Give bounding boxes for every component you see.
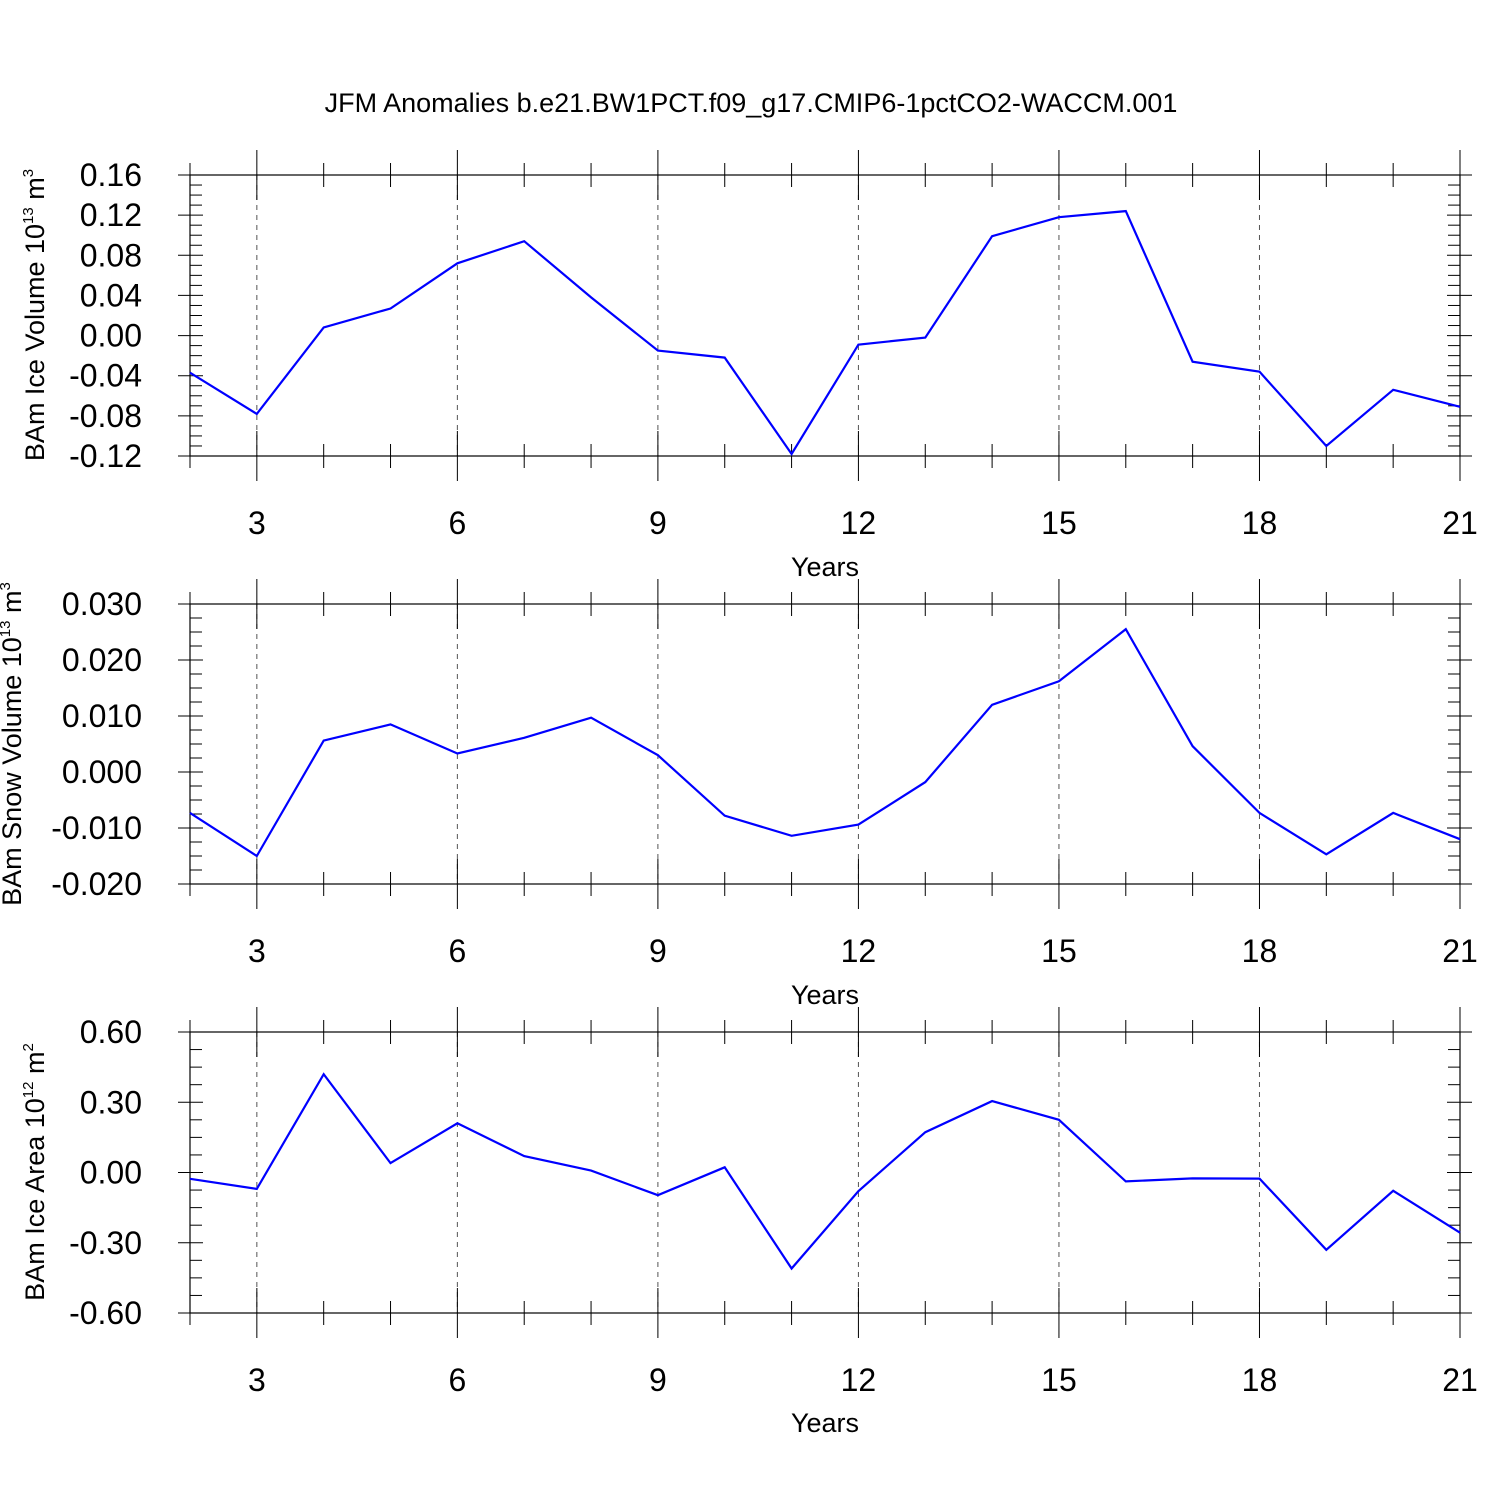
series-line — [189, 1072, 1461, 1271]
x-tick-label: 21 — [1442, 505, 1478, 541]
x-tick-label: 15 — [1041, 1362, 1077, 1398]
x-tick-label: 21 — [1442, 933, 1478, 969]
plot-frame — [189, 603, 1461, 885]
x-tick-label: 12 — [841, 505, 877, 541]
x-tick-label: 3 — [248, 505, 266, 541]
x-tick-label: 15 — [1041, 933, 1077, 969]
y-tick-label: -0.30 — [69, 1225, 142, 1261]
figure-title: JFM Anomalies b.e21.BW1PCT.f09_g17.CMIP6… — [325, 88, 1178, 118]
x-tick-label: 9 — [649, 933, 667, 969]
series-line — [189, 209, 1461, 457]
y-tick-label: 0.00 — [80, 1155, 142, 1191]
x-tick-label: 3 — [248, 1362, 266, 1398]
panel-ice-volume: Years BAm Ice Volume 1013 m3 0.160.120.0… — [20, 150, 1478, 582]
y-axis-title-unit: m — [0, 591, 27, 621]
x-tick-label: 18 — [1242, 1362, 1278, 1398]
panel-ice-area: Years BAm Ice Area 1012 m2 0.600.300.00-… — [20, 1007, 1478, 1438]
y-tick-label: 0.60 — [80, 1014, 142, 1050]
y-tick-label: -0.04 — [69, 358, 142, 394]
y-axis-title-unit: m — [20, 177, 50, 207]
x-tick-label: 9 — [649, 1362, 667, 1398]
panel-snow-volume: Years BAm Snow Volume 1013 m3 0.0300.020… — [0, 579, 1478, 1010]
y-axis-title-exponent: 13 — [0, 621, 14, 638]
y-axis-title-exponent: 13 — [20, 207, 37, 224]
x-tick-label: 12 — [841, 1362, 877, 1398]
y-tick-label: -0.010 — [51, 810, 142, 846]
x-axis-title: Years — [791, 1408, 859, 1438]
x-tick-label: 18 — [1242, 933, 1278, 969]
series-line — [189, 627, 1461, 858]
y-tick-label: 0.020 — [62, 642, 142, 678]
y-tick-label: -0.08 — [69, 398, 142, 434]
x-tick-label: 15 — [1041, 505, 1077, 541]
y-axis-title: BAm Ice Volume 1013 m3 — [20, 169, 50, 461]
y-axis-title-unit-exponent: 3 — [20, 169, 37, 177]
y-tick-label: 0.12 — [80, 197, 142, 233]
x-tick-label: 21 — [1442, 1362, 1478, 1398]
y-axis-title: BAm Snow Volume 1013 m3 — [0, 582, 27, 906]
y-tick-label: 0.30 — [80, 1084, 142, 1120]
plot-frame — [189, 174, 1461, 457]
x-axis-title: Years — [791, 980, 859, 1010]
y-tick-label: 0.010 — [62, 698, 142, 734]
y-axis-title: BAm Ice Area 1012 m2 — [20, 1043, 50, 1301]
x-tick-label: 18 — [1242, 505, 1278, 541]
y-tick-label: 0.00 — [80, 318, 142, 354]
y-tick-label: 0.16 — [80, 157, 142, 193]
y-axis-title-text: BAm Ice Volume 10 — [20, 224, 50, 461]
y-tick-label: -0.020 — [51, 866, 142, 902]
x-tick-label: 9 — [649, 505, 667, 541]
y-tick-label: 0.04 — [80, 277, 142, 313]
y-axis-title-unit-exponent: 2 — [20, 1043, 37, 1051]
y-axis-title-exponent: 12 — [20, 1082, 37, 1099]
y-tick-label: 0.030 — [62, 586, 142, 622]
y-tick-label: -0.12 — [69, 438, 142, 474]
plot-frame — [189, 1031, 1461, 1314]
y-tick-label: 0.08 — [80, 237, 142, 273]
y-axis-title-text: BAm Ice Area 10 — [20, 1098, 50, 1301]
x-tick-label: 6 — [448, 505, 466, 541]
x-tick-label: 6 — [448, 1362, 466, 1398]
x-axis-title: Years — [791, 552, 859, 582]
y-axis-title-unit-exponent: 3 — [0, 582, 14, 590]
y-axis-title-text: BAm Snow Volume 10 — [0, 637, 27, 906]
x-tick-label: 3 — [248, 933, 266, 969]
x-tick-label: 6 — [448, 933, 466, 969]
x-tick-label: 12 — [841, 933, 877, 969]
y-tick-label: 0.000 — [62, 754, 142, 790]
y-tick-label: -0.60 — [69, 1295, 142, 1331]
y-axis-title-unit: m — [20, 1052, 50, 1082]
